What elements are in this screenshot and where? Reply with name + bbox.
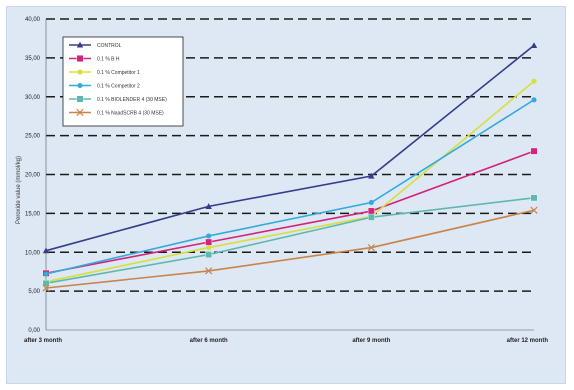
data-point	[530, 147, 538, 155]
y-tick-label: 30,00	[25, 95, 41, 101]
x-tick-label: after 3 month	[24, 338, 62, 344]
series-line	[45, 150, 535, 275]
series-line	[45, 44, 535, 252]
data-point	[205, 238, 213, 246]
data-point	[205, 203, 212, 209]
grid-lines	[45, 18, 534, 331]
data-point	[531, 97, 537, 103]
x-tick-label: after 12 month	[507, 338, 549, 344]
series-line	[45, 197, 535, 285]
legend-item: 0.1 % NaadSCRB 4 (30 MSE)	[69, 108, 164, 117]
data-point	[206, 233, 212, 239]
y-tick-label: 5,00	[28, 289, 40, 295]
y-axis-ticks: 0,00 5,00 10,00 15,00 20,00 25,00 30,00 35,00 40…	[25, 17, 41, 334]
legend: CONTROL 0.1 % B H 0.1 % Competitor 1 0.1 % …	[62, 36, 184, 127]
x-tick-label: after 6 month	[190, 338, 228, 344]
data-point	[530, 194, 538, 202]
y-tick-label: 35,00	[25, 56, 41, 62]
y-axis-label: Peroxide value (mmol/kg)	[16, 156, 22, 224]
series	[42, 194, 538, 287]
series	[42, 206, 538, 292]
data-point	[530, 42, 538, 48]
series	[42, 42, 538, 254]
data-point	[76, 55, 84, 62]
data-point	[42, 284, 50, 292]
data-point	[367, 213, 375, 221]
data-point	[43, 271, 49, 277]
data-point	[530, 206, 538, 214]
data-point	[531, 78, 537, 84]
legend-item: 0.1 % BIOLENDER 4 (30 MSE)	[69, 95, 167, 103]
legend-item: CONTROL	[69, 41, 122, 49]
legend-label: 0.1 % B H	[97, 57, 120, 63]
legend-label: 0.1 % Competitor 1	[97, 70, 140, 76]
series-lines	[42, 42, 538, 292]
series-line	[45, 80, 535, 283]
data-point	[206, 245, 212, 251]
legend-label: CONTROL	[97, 43, 122, 49]
series	[43, 97, 537, 277]
series-line	[45, 99, 535, 275]
legend-box	[62, 36, 184, 127]
data-point	[368, 172, 375, 179]
legend-label: 0.1 % Competitor 2	[97, 84, 140, 90]
legend-item: 0.1 % Competitor 1	[69, 69, 140, 76]
legend-label: 0.1 % BIOLENDER 4 (30 MSE)	[97, 97, 167, 103]
x-tick-label: after 9 month	[352, 338, 390, 344]
data-point	[77, 82, 83, 89]
data-point	[367, 207, 375, 215]
data-point	[76, 41, 84, 48]
legend-item: 0.1 % B H	[69, 55, 120, 63]
y-tick-label: 10,00	[25, 250, 41, 256]
data-point	[205, 251, 213, 258]
y-tick-label: 20,00	[25, 173, 41, 179]
data-point	[367, 243, 375, 252]
series-line	[45, 209, 535, 289]
legend-item: 0.1 % Competitor 2	[69, 82, 140, 90]
x-axis-ticks: after 3 month after 6 month after 9 month a…	[24, 338, 548, 344]
y-tick-label: 15,00	[25, 211, 41, 217]
data-point	[42, 279, 50, 287]
y-tick-label: 40,00	[25, 17, 41, 23]
y-tick-label: 0,00	[28, 328, 40, 334]
legend-label: 0.1 % NaadSCRB 4 (30 MSE)	[97, 111, 164, 117]
y-tick-label: 25,00	[25, 134, 41, 140]
data-point	[76, 95, 84, 103]
data-point	[77, 69, 83, 75]
data-point	[42, 247, 50, 254]
data-point	[76, 108, 84, 117]
data-point	[205, 267, 213, 275]
data-point	[368, 199, 374, 206]
